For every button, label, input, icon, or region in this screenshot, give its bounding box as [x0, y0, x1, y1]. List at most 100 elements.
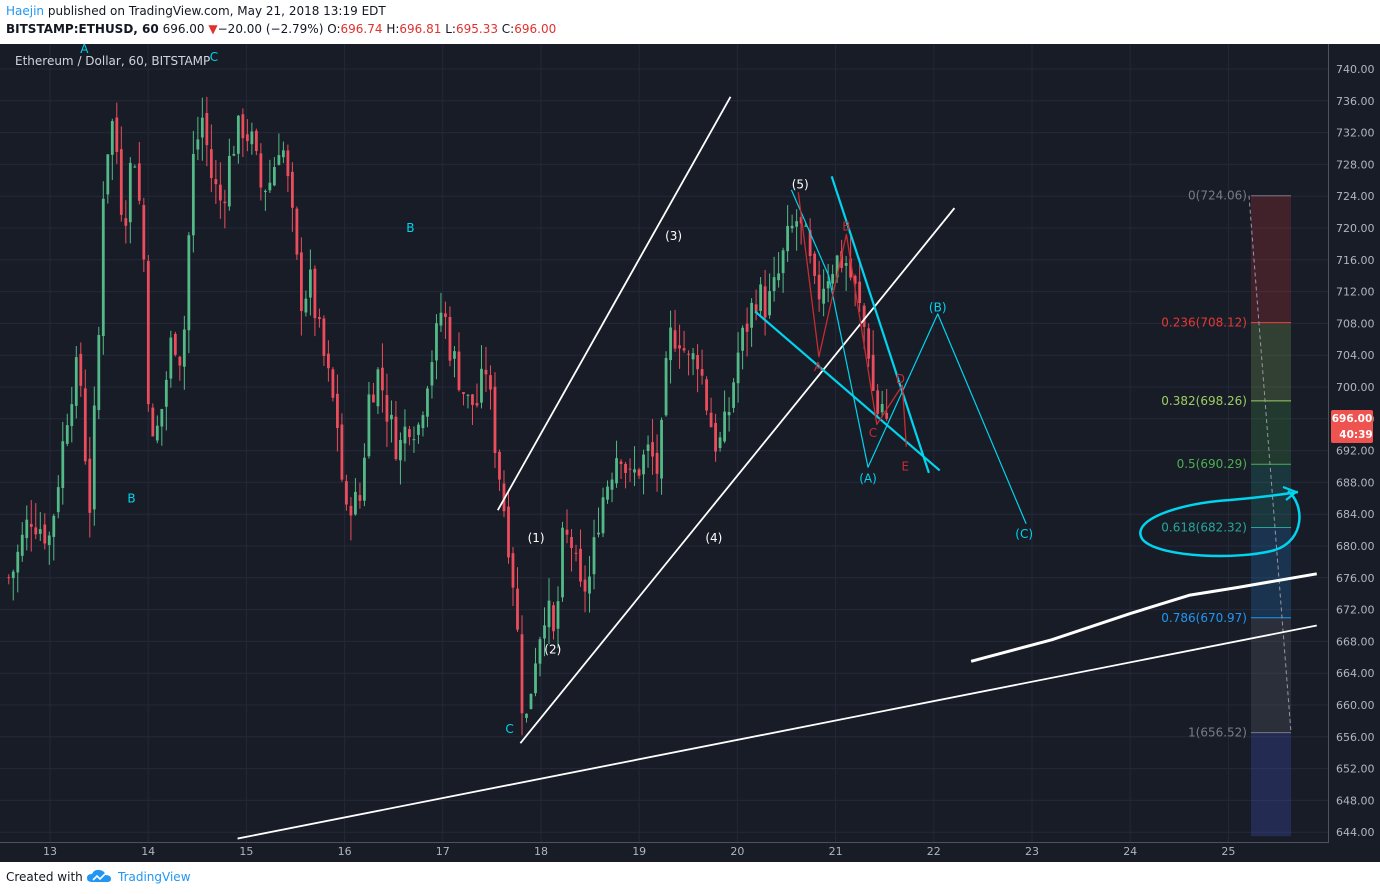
candle-body: [511, 553, 515, 588]
candle-body: [263, 190, 267, 193]
candle-body: [592, 537, 596, 575]
wave-label: (5): [792, 177, 809, 191]
price-tick-label: 708.00: [1336, 317, 1375, 330]
candle-body: [808, 230, 812, 257]
candle-body: [844, 263, 848, 266]
chart-legend: Ethereum / Dollar, 60, BITSTAMP: [15, 54, 210, 68]
fib-retracement[interactable]: 0(724.06) 0.236(708.12) 0.382(698.26) 0.5(6…: [1161, 189, 1292, 837]
highlight-ellipse[interactable]: [1139, 490, 1301, 558]
candle-body: [471, 394, 474, 405]
time-tick-label: 16: [338, 845, 352, 858]
time-tick-label: 18: [534, 845, 548, 858]
candle-body: [678, 345, 681, 349]
candle-body: [106, 154, 110, 195]
price-tick-label: 724.00: [1336, 190, 1375, 203]
time-axis[interactable]: 13 14 15 16 17 18 19 20 21 22 23 24 25: [0, 842, 1329, 859]
price-tick-label: 712.00: [1336, 286, 1375, 299]
close-label: C:: [501, 22, 515, 36]
footer: Created with TradingView: [0, 862, 1380, 894]
time-tick-label: 24: [1123, 845, 1137, 858]
created-with-text: Created with: [6, 870, 83, 884]
tradingview-link[interactable]: TradingView: [118, 870, 191, 884]
wave-label: B: [127, 491, 135, 505]
candle-body: [65, 425, 69, 444]
candle-body: [295, 208, 299, 255]
candle-body: [97, 335, 101, 411]
candle-body: [173, 333, 177, 355]
candle-body: [268, 182, 272, 191]
wave-labels: A B C B C (1) (2) (3) (4) (5) (A) (B) (C) A B C D E: [80, 44, 1033, 736]
wave-label: B: [406, 221, 414, 235]
candle-body: [277, 155, 281, 165]
candle-body: [254, 130, 258, 152]
candle-body: [372, 394, 375, 403]
close-value: 696.00: [514, 22, 557, 36]
price-tick-label: 660.00: [1336, 699, 1375, 712]
candle-body: [795, 221, 799, 227]
price-tick-label: 664.00: [1336, 667, 1375, 680]
candle-body: [309, 269, 312, 298]
candle-body: [61, 441, 65, 489]
candle-body: [182, 329, 186, 367]
trendline[interactable]: [237, 624, 1317, 840]
candle-body: [196, 139, 200, 150]
candle-body: [250, 131, 254, 145]
trendline[interactable]: [830, 175, 930, 474]
symbol-line: BITSTAMP:ETHUSD, 60 696.00 ▼−20.00 (−2.7…: [6, 22, 556, 36]
candle-body: [556, 601, 560, 629]
trendline[interactable]: [497, 96, 732, 511]
price-tick-label: 700.00: [1336, 381, 1375, 394]
candle-body: [137, 163, 141, 201]
candle-body: [241, 114, 245, 139]
candle-body: [390, 414, 393, 420]
candle-body: [318, 317, 321, 320]
wave-label: A: [814, 360, 823, 374]
candle-body: [20, 534, 24, 556]
candle-body: [754, 304, 758, 312]
candle-body: [763, 286, 767, 318]
fib-zone: [1251, 322, 1291, 401]
candle-body: [426, 388, 429, 417]
open-label: O:: [327, 22, 341, 36]
price-tick-label: 676.00: [1336, 572, 1375, 585]
candle-body: [547, 600, 551, 628]
trendline[interactable]: [754, 310, 941, 472]
candle-body: [119, 149, 123, 215]
candle-body: [813, 253, 817, 276]
time-tick-label: 13: [43, 845, 57, 858]
tradingview-cloud-icon: [87, 869, 111, 882]
fib-zone: [1251, 527, 1291, 618]
candle-body: [502, 483, 506, 512]
wave-label: (B): [929, 301, 947, 315]
candle-body: [299, 252, 303, 312]
candle-body: [520, 634, 524, 714]
triangle-wave[interactable]: [797, 192, 907, 447]
candle-body: [876, 390, 880, 414]
author-name[interactable]: Haejin: [6, 4, 45, 18]
price-tick-label: 652.00: [1336, 763, 1375, 776]
candle-body: [232, 153, 236, 156]
candle-body: [597, 532, 600, 535]
candle-body: [146, 260, 150, 405]
candle-body: [543, 625, 546, 639]
fib-level-label: 0.236(708.12): [1161, 315, 1247, 329]
wave-label: (3): [665, 229, 682, 243]
candle-body: [831, 274, 835, 284]
candle-body: [29, 523, 33, 527]
candle-body: [862, 305, 866, 327]
support-curve[interactable]: [970, 572, 1318, 663]
trendline[interactable]: [519, 207, 956, 744]
candle-body: [799, 217, 803, 224]
drawings[interactable]: [237, 96, 1318, 840]
abc-projection[interactable]: [790, 189, 1027, 524]
candle-body: [885, 412, 889, 419]
candle-body: [327, 353, 330, 369]
candle-body: [804, 225, 808, 227]
wave-label: (A): [859, 471, 877, 485]
candle-body: [534, 663, 537, 694]
candle-body: [16, 551, 20, 573]
price-chart[interactable]: 0(724.06) 0.236(708.12) 0.382(698.26) 0.5(6…: [0, 44, 1380, 862]
candle-body: [79, 353, 83, 386]
wave-label: (C): [1015, 527, 1033, 541]
candle-body: [164, 379, 168, 407]
